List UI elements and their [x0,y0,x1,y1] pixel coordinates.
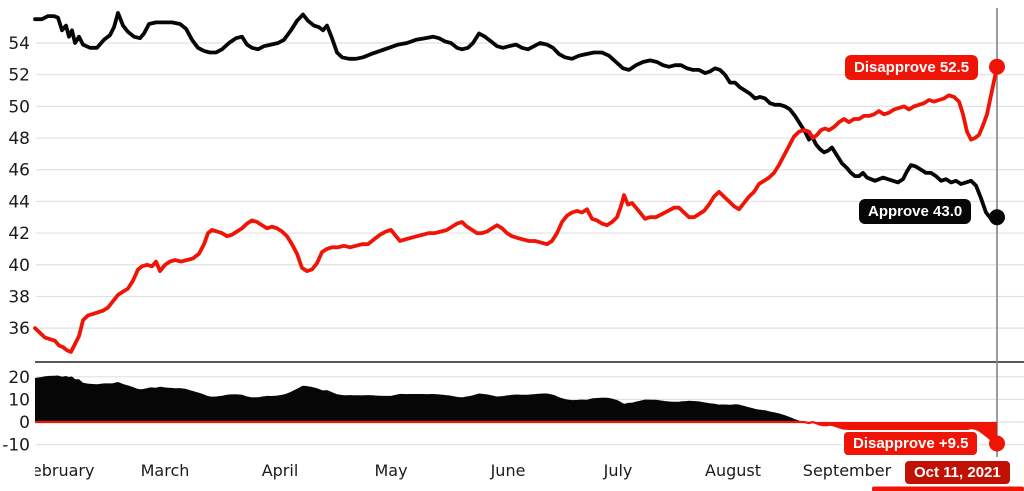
disapprove-endpoint-dot [989,58,1005,75]
month-label: June [490,461,526,480]
net-positive-area [35,375,997,422]
x-axis-labels: February March April May June July August Septe… [24,461,892,480]
net-negative-line [35,420,998,445]
y-tick-label: 0 [19,413,30,433]
y-tick-label: 52 [8,66,30,86]
approve-line [33,10,999,221]
net-endpoint-dot [989,435,1005,452]
y-tick-label: 10 [8,390,30,410]
end-date-badge: Oct 11, 2021 [903,459,1012,486]
y-tick-label: 48 [8,129,30,149]
y-tick-label: 38 [8,287,30,307]
month-label: August [705,461,761,480]
clipped-red-badge-edge [872,486,1024,491]
month-label: April [262,461,299,480]
y-tick-label: -10 [2,436,30,456]
approve-endpoint-dot [989,209,1005,226]
month-label: February [24,461,95,480]
month-label: May [374,461,407,480]
month-label: March [141,461,190,480]
disapprove-value-badge: Disapprove 52.5 [845,55,979,80]
main-gridlines [36,42,1024,446]
y-tick-label: 20 [8,368,30,388]
y-tick-label: 40 [8,256,30,276]
net-negative-area [35,422,997,444]
disapprove-line [33,64,999,354]
approve-value-badge: Approve 43.0 [859,199,972,224]
y-tick-label: 54 [8,34,30,54]
y-tick-label: 50 [8,97,30,117]
y-tick-label: 46 [8,161,30,181]
y-tick-label: 42 [8,224,30,244]
y-tick-label: 44 [8,192,30,212]
net-margin-badge: Disapprove +9.5 [842,430,980,457]
y-tick-label: 36 [8,319,30,339]
month-label: July [603,461,633,480]
month-label: September [803,461,892,480]
